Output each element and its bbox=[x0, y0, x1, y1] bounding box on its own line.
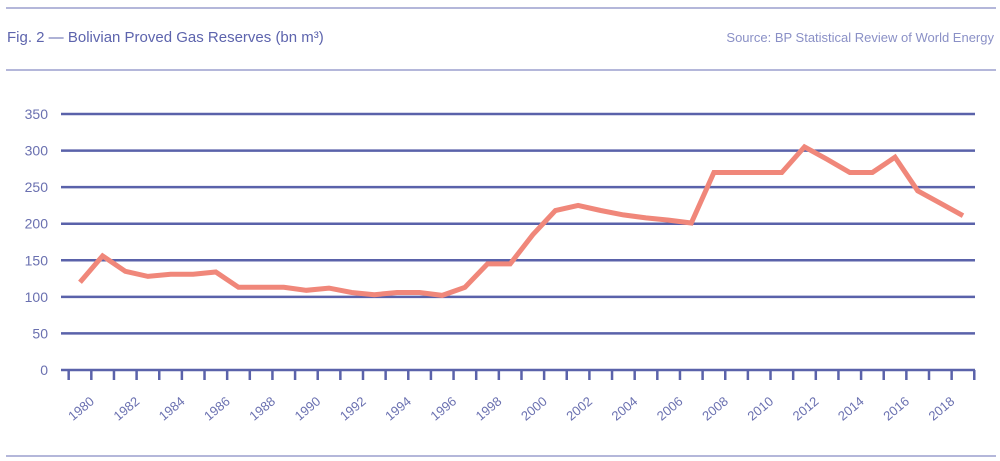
y-tick-label: 350 bbox=[25, 106, 49, 122]
series-line bbox=[78, 143, 965, 298]
y-tick-label: 250 bbox=[25, 179, 49, 195]
x-tick-label: 2018 bbox=[926, 394, 958, 424]
x-tick-label: 1992 bbox=[337, 394, 369, 424]
x-tick-label: 1990 bbox=[292, 394, 324, 424]
x-tick-label: 2004 bbox=[609, 394, 641, 424]
x-tick-label: 1982 bbox=[110, 394, 142, 424]
x-tick-label: 2014 bbox=[835, 394, 867, 424]
x-tick-label: 1998 bbox=[473, 394, 505, 424]
y-tick-label: 0 bbox=[40, 362, 48, 378]
bottom-rule bbox=[6, 455, 996, 457]
x-tick-label: 2000 bbox=[518, 394, 550, 424]
x-tick-label: 1980 bbox=[65, 394, 97, 424]
x-tick-label: 2006 bbox=[654, 394, 686, 424]
y-tick-label: 100 bbox=[25, 289, 49, 305]
y-tick-label: 50 bbox=[32, 325, 48, 341]
x-tick-label: 1986 bbox=[201, 394, 233, 424]
x-tick-label: 2016 bbox=[880, 394, 912, 424]
x-tick-label: 1994 bbox=[382, 394, 414, 424]
source-note: Source: BP Statistical Review of World E… bbox=[726, 30, 994, 45]
x-tick-label: 2002 bbox=[563, 394, 595, 424]
x-tick-label: 1984 bbox=[156, 394, 188, 424]
x-tick-label: 2010 bbox=[744, 394, 776, 424]
y-tick-label: 150 bbox=[25, 252, 49, 268]
top-rule bbox=[6, 7, 996, 9]
x-tick-label: 2012 bbox=[790, 394, 822, 424]
x-tick-label: 2008 bbox=[699, 394, 731, 424]
y-tick-label: 200 bbox=[25, 216, 49, 232]
header-rule bbox=[6, 69, 996, 71]
chart-title: Fig. 2 — Bolivian Proved Gas Reserves (b… bbox=[7, 29, 324, 46]
x-tick-label: 1988 bbox=[246, 394, 278, 424]
y-tick-label: 300 bbox=[25, 143, 49, 159]
x-tick-label: 1996 bbox=[427, 394, 459, 424]
